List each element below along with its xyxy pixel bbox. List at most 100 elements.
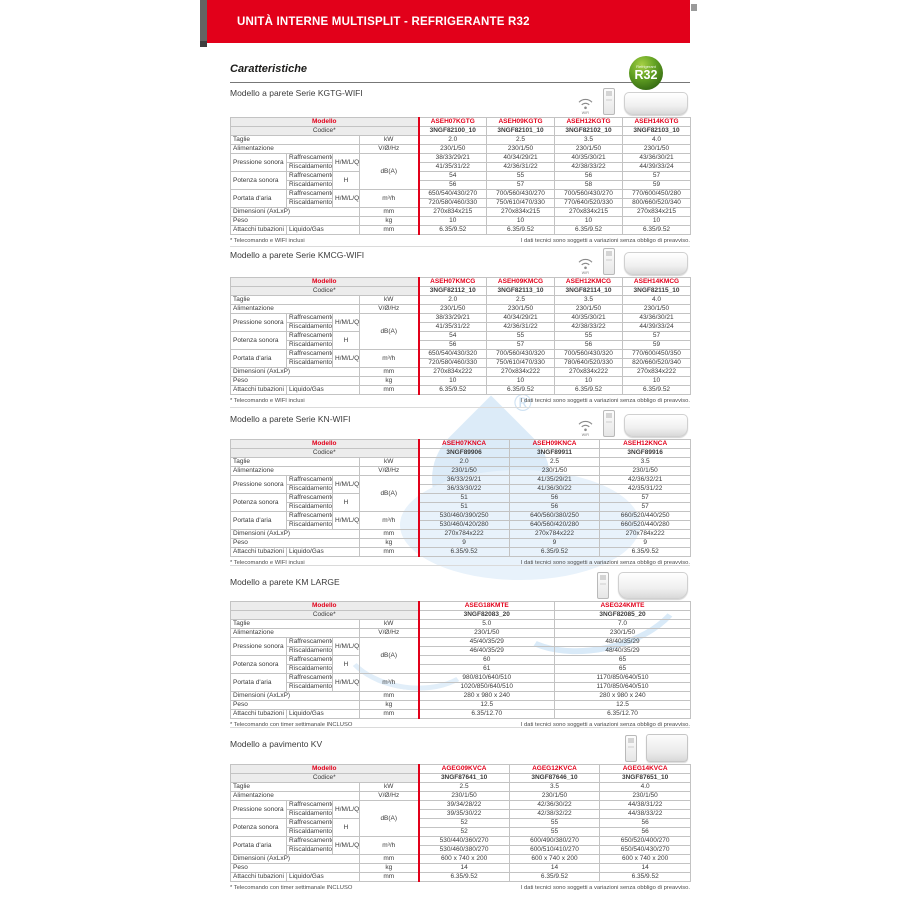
spec-value: 40/34/29/21 (486, 153, 555, 163)
unit-cell: kg (359, 216, 419, 226)
spec-value: 61 (417, 664, 555, 674)
sub-label-riscaldamento: Riscaldamento (286, 809, 333, 819)
table-row: Riscaldamento 39/35/30/22 42/38/32/22 44/38… (231, 809, 691, 819)
table-row: Modello ASEH07KNCA ASEH09KNCA ASEH12KNCA (230, 439, 691, 449)
spec-value: 44/38/33/22 (599, 809, 691, 819)
spec-value: 6.35/9.52 (599, 547, 691, 557)
table-row: Pressione sonora Raffrescamento H/M/L/Q dB(… (230, 637, 691, 674)
unit-cell: kW (359, 135, 419, 145)
spec-value: 10 (554, 216, 623, 226)
unit-cell: m³/h (359, 511, 419, 530)
spec-value: 56 (417, 340, 487, 350)
spec-value: 650/540/430/320 (417, 349, 487, 359)
table-row: Alimentazione V/Ø/Hz 230/1/50 230/1/50 230/1… (230, 791, 691, 801)
sub-label-raffrescamento: Raffrescamento (286, 673, 333, 683)
unit-cell: mm (359, 691, 419, 701)
table-row: Riscaldamento 36/33/30/22 41/36/30/22 42/35… (231, 484, 691, 494)
section-header: Modello a parete Serie KGTG-WIFI WIFI (230, 88, 690, 117)
spec-value: 750/610/470/330 (486, 198, 555, 208)
spec-value: 650/540/430/270 (599, 845, 691, 855)
section-icons: WIFI (577, 88, 688, 115)
sub-label-raffrescamento: Raffrescamento (286, 836, 333, 846)
row-label-dimensioni: Dimensioni (AxLxP) (230, 854, 360, 864)
spec-value: 41/35/31/22 (417, 322, 487, 332)
spec-value: 720/580/460/330 (417, 358, 487, 368)
sub-label-liquido-gas: Liquido/Gas (286, 385, 360, 395)
spec-value: 6.35/12.70 (554, 709, 691, 719)
section-divider (230, 246, 690, 247)
spec-table-mount: Modello AGEG09KVCA AGEG12KVCA AGEG14KVCA Cod… (230, 764, 691, 882)
section-divider (230, 565, 690, 566)
spec-value: 2.5 (508, 457, 601, 467)
mode-cell: H/M/L/Q (332, 349, 360, 368)
spec-value: 530/460/380/270 (417, 845, 510, 855)
unit-cell: mm (359, 529, 419, 539)
spec-value: 38/33/29/21 (417, 153, 487, 163)
spec-value: 6.35/9.52 (599, 872, 691, 882)
spec-value: 58 (554, 180, 623, 190)
row-label-taglie: Taglie (230, 619, 360, 629)
model-code: 3NGF87651_10 (599, 773, 691, 783)
sub-label-raffrescamento: Raffrescamento (286, 818, 333, 828)
table-row: Pressione sonora Raffrescamento H/M/L/Q dB(… (230, 800, 691, 837)
spec-value: 9 (508, 538, 601, 548)
row-label-taglie: Taglie (230, 782, 360, 792)
header-codice: Codice* (230, 286, 419, 296)
table-row: Pressione sonora Raffrescamento H/M/L/Q dB(… (230, 153, 691, 190)
sub-label-riscaldamento: Riscaldamento (286, 180, 333, 190)
table-row: Peso kg 12.5 12.5 (230, 700, 691, 710)
section-title: Modello a parete Serie KGTG-WIFI (230, 88, 363, 98)
unit-cell: mm (359, 872, 419, 882)
spec-value: 41/36/30/22 (508, 484, 601, 494)
wifi-icon: WIFI (577, 419, 594, 437)
unit-cell: V/Ø/Hz (359, 466, 419, 476)
spec-value: 230/1/50 (417, 466, 510, 476)
banner-left-strip (200, 0, 207, 41)
table-row: Modello AGEG09KVCA AGEG12KVCA AGEG14KVCA (230, 764, 691, 774)
spec-value: 800/660/520/340 (622, 198, 691, 208)
row-label-alimentazione: Alimentazione (230, 466, 360, 476)
unit-cell: dB(A) (359, 475, 419, 512)
table-row: Alimentazione V/Ø/Hz 230/1/50 230/1/50 (230, 628, 691, 638)
mode-cell: H/M/L/Q (332, 637, 360, 656)
model-name: ASEG18KMTE (417, 601, 555, 611)
model-name: ASEH12KNCA (599, 439, 691, 449)
spec-value: 56 (599, 818, 691, 828)
table-row: Potenza sonora Raffrescamento H 52 55 56 (230, 818, 691, 837)
row-label-peso: Peso (230, 216, 360, 226)
sub-label-raffrescamento: Raffrescamento (286, 189, 333, 199)
unit-cell: dB(A) (359, 313, 419, 350)
table-row: Attacchi tubazioni Liquido/Gas mm 6.35/9.52… (230, 547, 691, 557)
row-label-attacchi: Attacchi tubazioni (230, 709, 287, 719)
spec-value: 14 (508, 863, 601, 873)
wall-unit-image (618, 572, 688, 599)
spec-value: 640/560/380/250 (508, 511, 601, 521)
section-header: Modello a parete KM LARGE (230, 572, 690, 601)
remote-control-icon (603, 248, 615, 275)
section-icons (625, 734, 688, 762)
sub-label-liquido-gas: Liquido/Gas (286, 872, 360, 882)
row-label-taglie: Taglie (230, 295, 360, 305)
spec-value: 6.35/9.52 (508, 872, 601, 882)
sub-label-riscaldamento: Riscaldamento (286, 682, 333, 692)
spec-table-3: Modello ASEG18KMTE ASEG24KMTE Codice* 3NGF82… (230, 601, 691, 719)
section-icons: WIFI (577, 410, 688, 437)
spec-table-mount: Modello ASEH07KGTG ASEH09KGTG ASEH12KGTG ASE… (230, 117, 691, 235)
section-heading: Caratteristiche (230, 63, 308, 75)
spec-value: 42/36/31/22 (486, 322, 555, 332)
spec-value: 36/33/30/22 (417, 484, 510, 494)
spec-value: 750/610/470/330 (486, 358, 555, 368)
wifi-icon-label: WIFI (581, 271, 590, 275)
spec-value: 51 (417, 493, 510, 503)
unit-cell: kW (359, 457, 419, 467)
model-name: ASEH14KMCG (622, 277, 691, 287)
table-row: Codice* 3NGF82100_10 3NGF82101_10 3NGF82102… (230, 126, 691, 136)
wifi-icon: WIFI (577, 97, 594, 115)
unit-cell: mm (359, 385, 419, 395)
table-row: Portata d'aria Raffrescamento H/M/L/Q m³/h 6… (230, 189, 691, 208)
sub-label-raffrescamento: Raffrescamento (286, 511, 333, 521)
spec-value: 38/33/29/21 (417, 313, 487, 323)
spec-value: 57 (599, 493, 691, 503)
row-label-potenza-sonora: Potenza sonora (230, 655, 287, 674)
model-code: 3NGF89906 (417, 448, 510, 458)
